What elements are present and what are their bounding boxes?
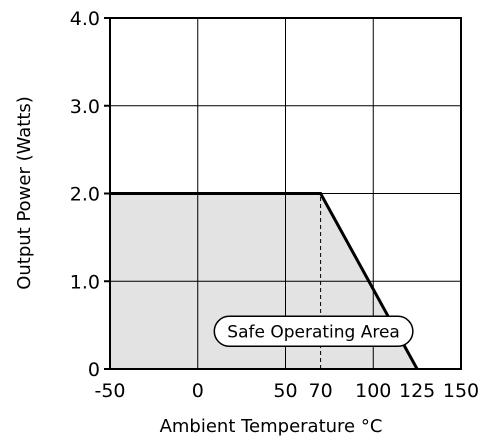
x-tick-label-neg50: -50 — [94, 380, 125, 402]
safe-operating-area-label: Safe Operating Area — [227, 322, 400, 342]
y-tick-label-2-0: 2.0 — [70, 184, 100, 206]
y-tick-label-4-0: 4.0 — [70, 8, 100, 30]
x-axis-title: Ambient Temperature °C — [160, 416, 383, 437]
safe-operating-area-annotation: Safe Operating Area — [213, 315, 414, 348]
annotation-layer: Safe Operating Area — [213, 315, 414, 348]
x-tick-label-150: 150 — [443, 380, 479, 402]
x-tick-label-0: 0 — [192, 380, 204, 402]
derating-curve-0 — [110, 192, 419, 370]
x-tick-label-100: 100 — [355, 380, 391, 402]
y-tick-label-0: 0 — [88, 359, 100, 381]
x-tick-label-125: 125 — [399, 380, 435, 402]
y-axis-title: Output Power (Watts) — [14, 96, 35, 290]
y-tick-label-1-0: 1.0 — [70, 271, 100, 293]
y-tick-label-3-0: 3.0 — [70, 96, 100, 118]
x-tick-label-70: 70 — [309, 380, 333, 402]
safe-operating-area-box — [213, 315, 414, 348]
x-tick-label-50: 50 — [273, 380, 297, 402]
